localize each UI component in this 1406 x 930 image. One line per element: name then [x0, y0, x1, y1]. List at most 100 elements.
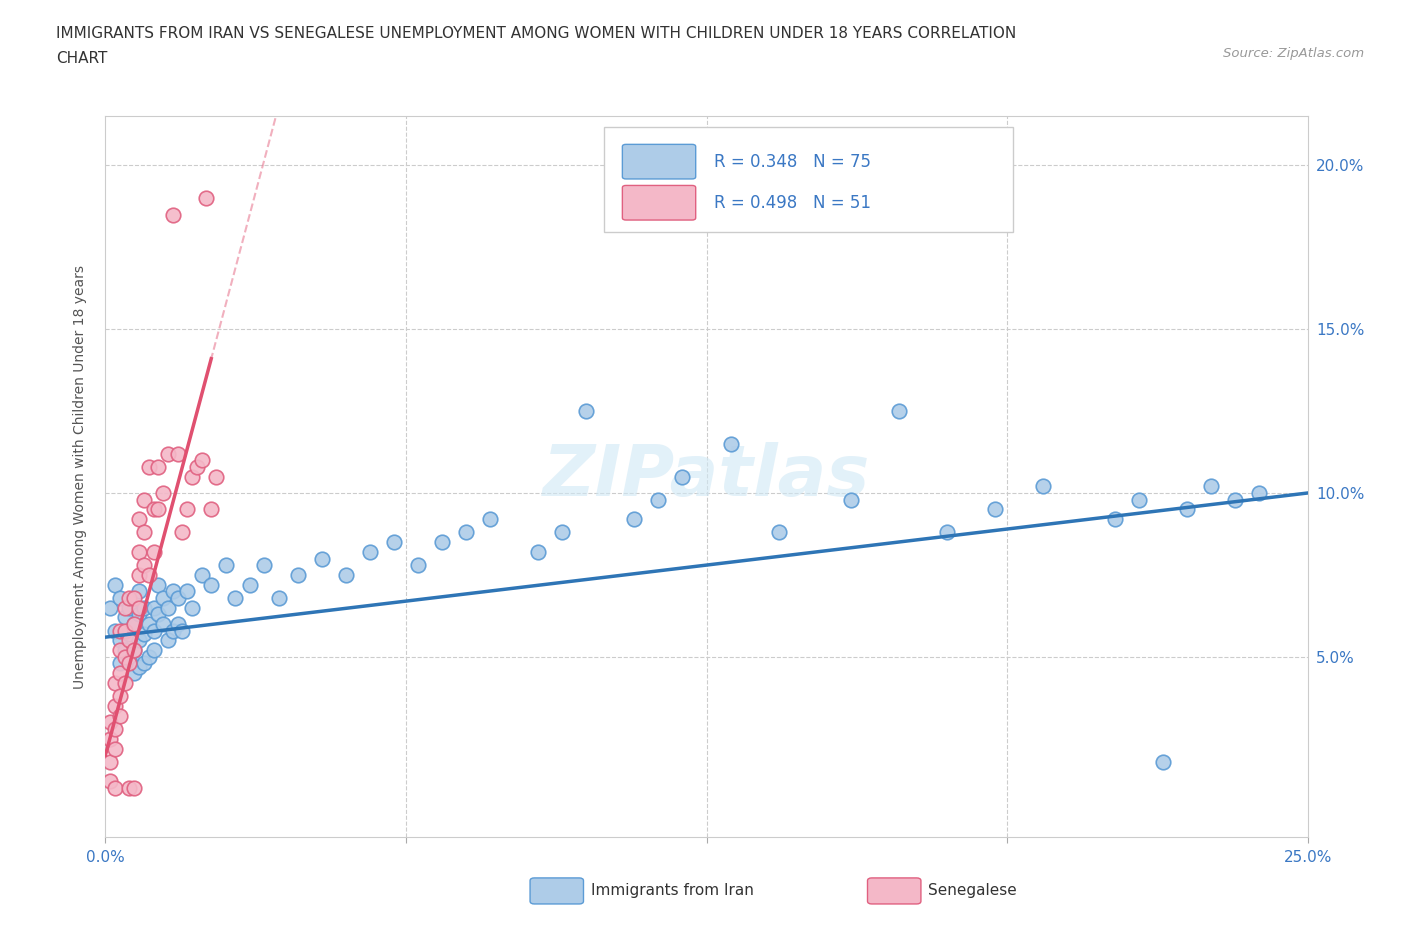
- Point: [132, 627, 155, 642]
- Point: [1201, 479, 1223, 494]
- Point: [142, 502, 165, 517]
- Text: Source: ZipAtlas.com: Source: ZipAtlas.com: [1223, 46, 1364, 60]
- Point: [335, 567, 357, 582]
- Point: [148, 459, 170, 474]
- Point: [98, 774, 121, 789]
- Point: [156, 600, 179, 615]
- Point: [430, 535, 453, 550]
- Point: [124, 617, 146, 631]
- Point: [104, 623, 127, 638]
- Point: [984, 502, 1007, 517]
- Point: [176, 584, 198, 599]
- Point: [98, 600, 121, 615]
- Point: [1175, 502, 1198, 517]
- Point: [98, 731, 121, 746]
- Point: [114, 643, 136, 658]
- Point: [156, 446, 179, 461]
- Point: [311, 551, 333, 566]
- Point: [148, 578, 170, 592]
- FancyBboxPatch shape: [605, 127, 1014, 232]
- Point: [132, 492, 155, 507]
- Point: [200, 578, 222, 592]
- Point: [887, 404, 910, 418]
- Point: [128, 600, 150, 615]
- Point: [124, 643, 146, 658]
- Point: [267, 591, 290, 605]
- Point: [162, 207, 184, 222]
- Point: [114, 610, 136, 625]
- Point: [118, 633, 141, 648]
- FancyBboxPatch shape: [623, 185, 696, 220]
- Point: [406, 558, 429, 573]
- Point: [181, 600, 204, 615]
- Point: [108, 591, 131, 605]
- Point: [720, 436, 742, 451]
- Point: [104, 698, 127, 713]
- Point: [128, 633, 150, 648]
- Point: [104, 780, 127, 795]
- Text: R = 0.348   N = 75: R = 0.348 N = 75: [714, 153, 870, 171]
- Point: [118, 656, 141, 671]
- Point: [190, 567, 212, 582]
- Point: [454, 525, 477, 539]
- Point: [118, 780, 141, 795]
- Point: [114, 675, 136, 690]
- Point: [647, 492, 669, 507]
- Point: [186, 459, 208, 474]
- Point: [108, 689, 131, 704]
- Point: [118, 649, 141, 664]
- Point: [1032, 479, 1054, 494]
- Point: [132, 600, 155, 615]
- Point: [132, 525, 155, 539]
- Point: [118, 591, 141, 605]
- Point: [138, 567, 160, 582]
- Point: [551, 525, 574, 539]
- Point: [1225, 492, 1247, 507]
- Text: ZIPatlas: ZIPatlas: [543, 442, 870, 512]
- Point: [359, 545, 381, 560]
- Point: [128, 512, 150, 526]
- Point: [138, 617, 160, 631]
- FancyBboxPatch shape: [623, 144, 696, 179]
- Point: [128, 606, 150, 621]
- Point: [166, 617, 188, 631]
- Point: [205, 470, 228, 485]
- Point: [124, 643, 146, 658]
- Point: [148, 606, 170, 621]
- Point: [239, 578, 262, 592]
- Point: [128, 567, 150, 582]
- Point: [176, 502, 198, 517]
- Text: CHART: CHART: [56, 51, 108, 66]
- Point: [936, 525, 959, 539]
- Point: [98, 754, 121, 769]
- Point: [108, 666, 131, 681]
- Point: [156, 633, 179, 648]
- Text: Senegalese: Senegalese: [928, 884, 1017, 898]
- Point: [108, 623, 131, 638]
- Point: [128, 545, 150, 560]
- Point: [148, 502, 170, 517]
- Point: [166, 591, 188, 605]
- Point: [124, 617, 146, 631]
- Point: [124, 666, 146, 681]
- Point: [108, 633, 131, 648]
- Point: [181, 470, 204, 485]
- Y-axis label: Unemployment Among Women with Children Under 18 years: Unemployment Among Women with Children U…: [73, 265, 87, 688]
- Point: [152, 617, 174, 631]
- Point: [1104, 512, 1126, 526]
- Point: [839, 492, 862, 507]
- Point: [124, 780, 146, 795]
- Text: R = 0.498   N = 51: R = 0.498 N = 51: [714, 193, 870, 212]
- Point: [768, 525, 790, 539]
- Text: Immigrants from Iran: Immigrants from Iran: [591, 884, 754, 898]
- Point: [1249, 485, 1271, 500]
- Point: [382, 535, 405, 550]
- Point: [138, 459, 160, 474]
- Point: [108, 643, 131, 658]
- Point: [527, 545, 550, 560]
- Point: [114, 649, 136, 664]
- Point: [104, 722, 127, 737]
- Point: [671, 470, 693, 485]
- Point: [152, 485, 174, 500]
- Point: [224, 591, 246, 605]
